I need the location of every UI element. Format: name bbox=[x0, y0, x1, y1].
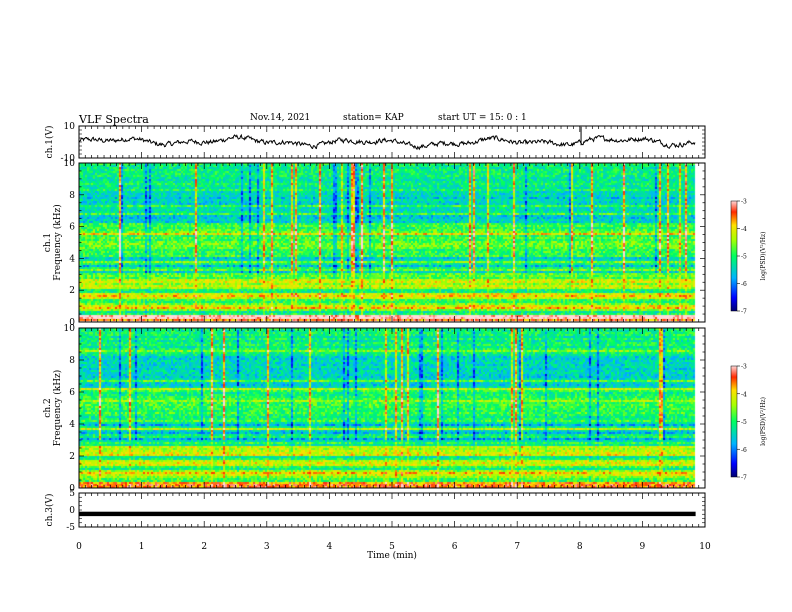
y-axis-label: Frequency (kHz) bbox=[52, 204, 63, 281]
start-time-label: start UT = 15: 0 : 1 bbox=[438, 113, 527, 123]
ch1-waveform-panel: 10 -10 ch.1(V) bbox=[44, 122, 706, 164]
colorbar-tick-label: -5 bbox=[741, 254, 747, 261]
x-axis-label: Time (min) bbox=[367, 550, 417, 561]
colorbar-tick-label: -5 bbox=[741, 419, 747, 426]
ch1-waveform-line bbox=[78, 126, 696, 151]
x-tick-label: 6 bbox=[452, 542, 458, 552]
y-tick-label: 0 bbox=[69, 506, 75, 516]
chart-title: VLF Spectra bbox=[79, 113, 149, 126]
y-tick-label: 4 bbox=[69, 254, 75, 264]
y-axis-label: ch.3(V) bbox=[44, 494, 55, 527]
y-axis-label: ch.1(V) bbox=[44, 126, 55, 159]
y-tick-label: 10 bbox=[64, 324, 76, 334]
y-tick-label: 0 bbox=[69, 318, 75, 328]
y-tick-label: -10 bbox=[61, 154, 76, 164]
x-tick-label: 4 bbox=[327, 542, 333, 552]
colorbar-tick-label: -3 bbox=[741, 364, 747, 371]
y-tick-label: 6 bbox=[69, 223, 75, 233]
x-tick-label: 0 bbox=[76, 542, 82, 552]
y-tick-label: 8 bbox=[69, 191, 75, 201]
ch3-waveform-band bbox=[79, 511, 696, 517]
y-tick-label: 10 bbox=[64, 159, 76, 169]
colorbar-tick-label: -3 bbox=[741, 199, 747, 206]
y-tick-label: 5 bbox=[69, 489, 75, 499]
colorbar-tick-label: -4 bbox=[741, 226, 747, 233]
x-tick-label: 5 bbox=[389, 542, 395, 552]
spectrogram-image bbox=[79, 328, 705, 488]
colorbar bbox=[730, 200, 738, 312]
x-tick-label: 10 bbox=[699, 542, 711, 552]
y-axis-label: Frequency (kHz) bbox=[52, 370, 63, 447]
x-tick-label: 3 bbox=[264, 542, 270, 552]
x-tick-label: 1 bbox=[139, 542, 145, 552]
y-tick-label: 6 bbox=[69, 388, 75, 398]
x-tick-label: 2 bbox=[201, 542, 207, 552]
colorbar-tick-label: -6 bbox=[741, 281, 747, 288]
colorbar-tick-label: -7 bbox=[741, 475, 747, 482]
y-axis-channel-label: ch.2 bbox=[43, 398, 53, 417]
y-tick-label: -5 bbox=[66, 523, 75, 533]
spectrogram-image bbox=[79, 163, 705, 322]
colorbar-tick-label: -7 bbox=[741, 309, 747, 316]
y-tick-label: 2 bbox=[69, 452, 75, 462]
station-label: station= KAP bbox=[343, 113, 404, 123]
y-tick-label: 0 bbox=[69, 484, 75, 494]
colorbar bbox=[730, 365, 738, 478]
y-tick-label: 8 bbox=[69, 356, 75, 366]
colorbar-label: log(PSD)(V²/Hz) bbox=[760, 232, 767, 281]
colorbar-label: log(PSD)(V²/Hz) bbox=[760, 397, 767, 446]
y-tick-label: 10 bbox=[64, 122, 76, 132]
y-axis-channel-label: ch.1 bbox=[43, 233, 53, 252]
x-tick-label: 8 bbox=[577, 542, 583, 552]
x-tick-label: 9 bbox=[640, 542, 646, 552]
colorbar-tick-label: -6 bbox=[741, 447, 747, 454]
date-label: Nov.14, 2021 bbox=[250, 113, 311, 123]
colorbar-tick-label: -4 bbox=[741, 391, 747, 398]
ch3-waveform-panel: 5 0 -5 ch.3(V) bbox=[44, 489, 706, 533]
y-tick-label: 4 bbox=[69, 420, 75, 430]
ch2-spectrogram-panel: 0 2 4 6 8 10 ch.2 Frequency (kHz) -3 -4 -5 -6 -7 log(… bbox=[43, 324, 767, 494]
x-axis: 0 1 2 3 4 5 6 7 8 9 10 Time (min) bbox=[76, 542, 711, 561]
x-tick-label: 7 bbox=[514, 542, 520, 552]
ch1-spectrogram-panel: 0 2 4 6 8 10 ch.1 Frequency (kHz) -3 -4 -5 -6 -7 log(… bbox=[43, 159, 767, 328]
y-tick-label: 2 bbox=[69, 286, 75, 296]
